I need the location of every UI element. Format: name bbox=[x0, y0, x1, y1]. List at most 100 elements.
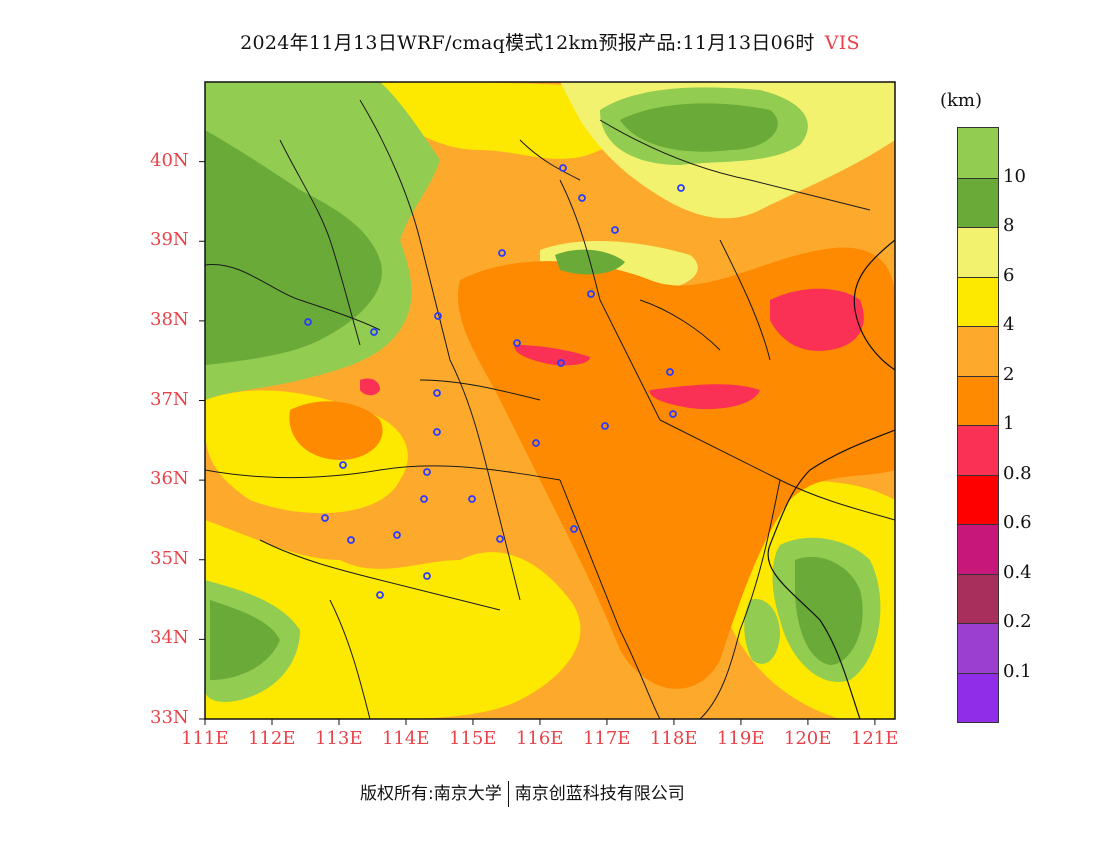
station-marker bbox=[339, 461, 347, 469]
station-marker bbox=[423, 572, 431, 580]
station-marker bbox=[423, 468, 431, 476]
legend-unit: (km) bbox=[940, 90, 983, 111]
title-main: 2024年11月13日WRF/cmaq模式12km预报产品:11月13日06时 bbox=[240, 32, 815, 54]
longitude-label: 114E bbox=[381, 728, 430, 749]
boundary-line bbox=[599, 119, 871, 211]
legend-label: 1 bbox=[1003, 413, 1015, 434]
yellow-zone-south bbox=[205, 520, 581, 719]
copyright-right: 南京创蓝科技有限公司 bbox=[514, 784, 685, 804]
latitude-label: 33N bbox=[150, 707, 189, 728]
boundary-line bbox=[329, 599, 371, 719]
green-patch-south bbox=[744, 599, 780, 664]
legend-swatch bbox=[958, 276, 998, 326]
legend-label: 8 bbox=[1003, 215, 1015, 236]
legend-label: 0.8 bbox=[1003, 462, 1032, 484]
longitude-label: 111E bbox=[181, 728, 229, 749]
low-vis-patch-west bbox=[360, 378, 380, 396]
boundary-line bbox=[559, 479, 661, 719]
station-marker bbox=[601, 422, 609, 430]
station-marker bbox=[304, 318, 312, 326]
boundary-line bbox=[719, 239, 771, 361]
orange-zone-west bbox=[289, 401, 383, 460]
admin-boundaries bbox=[205, 99, 895, 719]
station-marker bbox=[498, 249, 506, 257]
station-marker bbox=[570, 525, 578, 533]
dark-green-north bbox=[620, 103, 778, 152]
latitude-label: 38N bbox=[150, 308, 189, 330]
legend-swatch bbox=[958, 573, 998, 623]
legend-swatch bbox=[958, 474, 998, 524]
legend-label: 0.6 bbox=[1003, 512, 1032, 533]
latitude-label: 34N bbox=[150, 627, 189, 649]
latitude-label: 39N bbox=[150, 229, 189, 251]
station-marker bbox=[393, 531, 401, 539]
station-marker bbox=[559, 164, 567, 172]
dark-green-southwest bbox=[210, 600, 280, 680]
legend-label: 0.1 bbox=[1003, 660, 1032, 682]
longitude-label: 113E bbox=[314, 728, 363, 749]
low-vis-band-east bbox=[649, 384, 760, 410]
dark-green-southeast bbox=[795, 556, 863, 665]
coastline bbox=[853, 239, 895, 371]
longitude-label: 115E bbox=[448, 728, 497, 749]
boundary-line bbox=[519, 139, 581, 181]
station-marker bbox=[677, 184, 685, 192]
station-markers bbox=[304, 164, 685, 599]
copyright-left: 版权所有:南京大学 bbox=[360, 784, 502, 804]
boundary-line bbox=[639, 299, 721, 351]
dark-green-northwest bbox=[205, 130, 382, 365]
station-marker bbox=[433, 389, 441, 397]
latitude-label: 35N bbox=[150, 547, 189, 569]
low-vis-band-central bbox=[514, 345, 590, 366]
longitude-label: 118E bbox=[649, 728, 698, 749]
color-legend bbox=[957, 127, 999, 723]
visibility-field bbox=[205, 82, 895, 719]
station-marker bbox=[347, 536, 355, 544]
legend-swatch bbox=[958, 425, 998, 475]
station-marker bbox=[669, 410, 677, 418]
legend-label: 4 bbox=[1003, 314, 1015, 335]
legend-swatch bbox=[958, 326, 998, 376]
legend-label: 10 bbox=[1003, 165, 1026, 187]
station-marker bbox=[370, 328, 378, 336]
latitude-label: 36N bbox=[150, 468, 189, 490]
longitude-label: 112E bbox=[247, 728, 296, 749]
boundary-line bbox=[259, 539, 501, 611]
legend-swatch bbox=[958, 177, 998, 227]
station-marker bbox=[420, 495, 428, 503]
station-marker bbox=[376, 591, 384, 599]
boundary-line bbox=[279, 139, 361, 346]
legend-label: 0.4 bbox=[1003, 561, 1032, 583]
station-marker bbox=[532, 439, 540, 447]
map-title: 2024年11月13日WRF/cmaq模式12km预报产品:11月13日06时 V… bbox=[0, 28, 1100, 55]
longitude-label: 121E bbox=[850, 728, 899, 749]
longitude-label: 119E bbox=[716, 728, 765, 749]
legend-swatch bbox=[958, 227, 998, 277]
station-marker bbox=[611, 226, 619, 234]
axis-ticks bbox=[199, 161, 876, 725]
station-marker bbox=[666, 368, 674, 376]
station-marker bbox=[321, 514, 329, 522]
legend-label: 6 bbox=[1003, 264, 1015, 286]
station-marker bbox=[513, 339, 521, 347]
boundary-line bbox=[359, 99, 451, 361]
station-marker bbox=[496, 535, 504, 543]
station-marker bbox=[557, 359, 565, 367]
title-variable: VIS bbox=[824, 32, 860, 54]
longitude-label: 120E bbox=[783, 728, 832, 749]
boundary-line bbox=[449, 359, 521, 601]
legend-label: 0.2 bbox=[1003, 611, 1032, 632]
station-marker bbox=[468, 495, 476, 503]
station-marker bbox=[578, 194, 586, 202]
boundary-line bbox=[205, 465, 561, 481]
legend-swatch bbox=[958, 524, 998, 574]
longitude-label: 116E bbox=[515, 728, 564, 749]
copyright-separator bbox=[507, 781, 509, 807]
boundary-line bbox=[205, 263, 381, 331]
station-marker bbox=[587, 290, 595, 298]
coastline bbox=[767, 429, 895, 719]
legend-swatch bbox=[958, 128, 998, 178]
legend-swatch bbox=[958, 623, 998, 673]
legend-swatch bbox=[958, 672, 998, 722]
